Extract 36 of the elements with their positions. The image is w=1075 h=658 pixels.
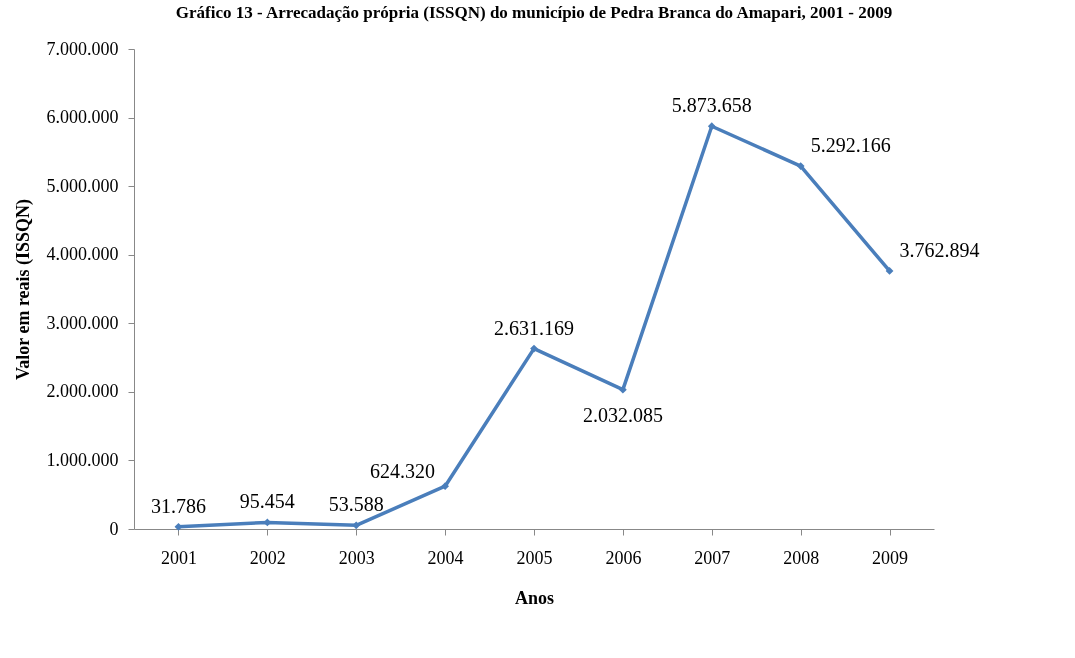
y-tick-label: 7.000.000 (46, 38, 119, 59)
x-tick-label: 2004 (427, 547, 464, 568)
x-tick-label: 2001 (160, 547, 197, 568)
y-axis-title: Valor em reais (ISSQN) (12, 198, 34, 381)
data-label: 2.032.085 (582, 403, 663, 426)
x-tick-label: 2002 (249, 547, 286, 568)
point (885, 267, 894, 275)
y-tick-label: 6.000.000 (46, 107, 119, 128)
data-label: 5.873.658 (671, 94, 752, 117)
x-tick-label: 2006 (605, 547, 642, 568)
point (441, 482, 449, 491)
data-label: 3.762.894 (899, 238, 980, 261)
x-axis-title: Anos (514, 587, 555, 608)
data-label: 95.454 (239, 490, 295, 513)
x-tick-label: 2003 (338, 547, 375, 568)
x-tick-label: 2008 (783, 547, 820, 568)
data-label: 31.786 (150, 494, 206, 517)
point (352, 521, 361, 530)
chart-title: Gráfico 13 - Arrecadação própria (ISSQN) do município de Pedra Branca do Amapari, 2001 - 2009 (175, 3, 893, 22)
data-label: 53.588 (328, 493, 384, 516)
x-tick-label: 2009 (872, 547, 909, 568)
point (707, 122, 716, 131)
data-label: 624.320 (370, 460, 436, 483)
point (619, 385, 627, 394)
y-tick-label: 1.000.000 (46, 449, 119, 470)
y-tick-label: 2.000.000 (46, 381, 119, 402)
y-tick-label: 4.000.000 (46, 244, 119, 265)
data-label: 2.631.169 (494, 316, 574, 339)
y-tick-label: 0 (109, 518, 119, 539)
x-tick-label: 2005 (516, 547, 553, 568)
point (530, 344, 538, 353)
data-label: 5.292.166 (810, 134, 891, 157)
y-tick-label: 3.000.000 (46, 312, 119, 333)
point (796, 162, 805, 170)
y-tick-label: 5.000.000 (46, 175, 119, 196)
x-tick-label: 2007 (694, 547, 731, 568)
